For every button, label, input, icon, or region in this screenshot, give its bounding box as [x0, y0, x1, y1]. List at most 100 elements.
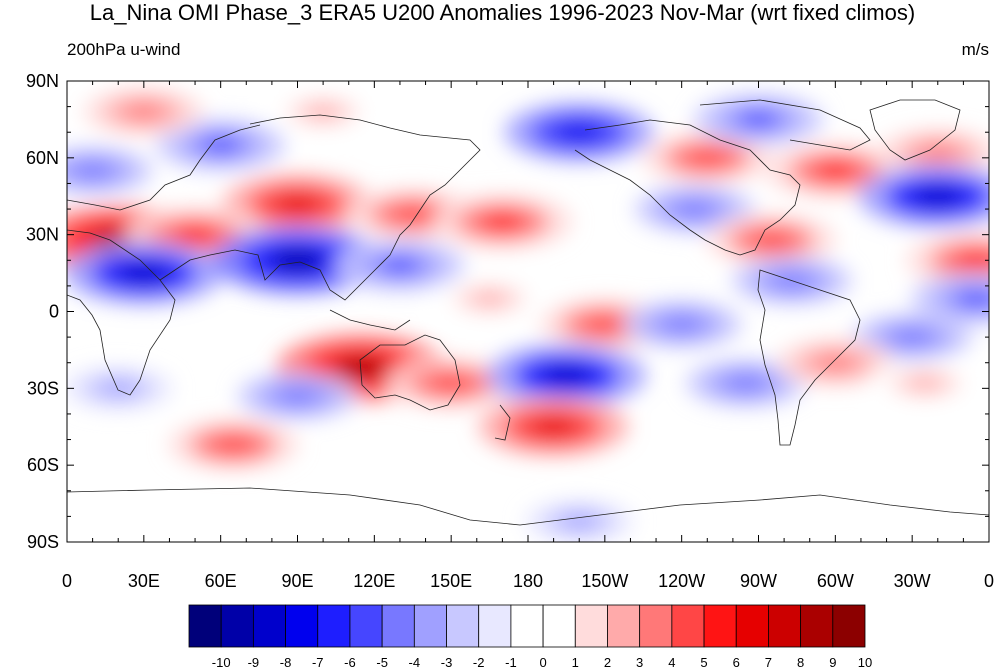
axis-ticks [66, 80, 990, 543]
anomaly-contour [917, 144, 958, 161]
colorbar-swatch [252, 604, 286, 648]
lon-tick-label: 120E [353, 571, 395, 591]
colorbar-swatch [542, 604, 576, 648]
colorbar-label: 3 [636, 655, 643, 670]
anomaly-contour [954, 290, 989, 308]
lat-tick-label: 90S [27, 532, 59, 552]
colorbar-swatch [800, 604, 834, 648]
longitude-labels: 0 30E 60E 90E 120E 150E 180 150W 120W 90W 60W 30W 0 [62, 571, 994, 591]
colorbar-swatch [510, 604, 544, 648]
colorbar-swatch [413, 604, 447, 648]
colorbar-swatch [285, 604, 319, 648]
lat-tick-label: 30S [27, 378, 59, 398]
anomaly-contour [685, 149, 729, 167]
colorbar-label: 6 [733, 655, 740, 670]
colorbar-label: 8 [797, 655, 804, 670]
lon-tick-label: 90W [740, 571, 777, 591]
lon-tick-label: 120W [658, 571, 705, 591]
colorbar-swatch [349, 604, 383, 648]
colorbar-label: 4 [668, 655, 675, 670]
anomaly-contour [212, 436, 255, 454]
lon-tick-label: 180 [513, 571, 543, 591]
anomaly-contour [953, 251, 989, 270]
colorbar-swatch [671, 604, 705, 648]
colorbar-label: -7 [312, 655, 324, 670]
anomaly-contour [906, 375, 944, 391]
anomaly-contour [749, 231, 793, 249]
lon-tick-label: 150W [581, 571, 628, 591]
anomaly-contour [583, 315, 627, 333]
anomaly-contour [100, 381, 137, 396]
colorbar-label: 2 [604, 655, 611, 670]
lon-tick-label: 60W [817, 571, 854, 591]
lon-tick-label: 150E [430, 571, 472, 591]
colorbar-swatch [735, 604, 769, 648]
units-label: m/s [961, 40, 989, 59]
anomaly-field [67, 87, 989, 542]
anomaly-contour [812, 161, 859, 180]
lat-tick-label: 60S [27, 455, 59, 475]
colorbar-swatch [574, 604, 608, 648]
colorbar-swatch [381, 604, 415, 648]
anomaly-contour [117, 262, 171, 284]
anomaly-contour [269, 249, 326, 272]
colorbar-label: 9 [829, 655, 836, 670]
lon-tick-label: 30W [894, 571, 931, 591]
colorbar-swatch [703, 604, 737, 648]
anomaly-contour [737, 110, 780, 128]
colorbar-swatch [220, 604, 254, 648]
colorbar-label: -3 [441, 655, 453, 670]
colorbar-swatch [317, 604, 351, 648]
lat-tick-label: 60N [26, 148, 59, 168]
colorbar-swatch [446, 604, 480, 648]
colorbar-label: 0 [539, 655, 546, 670]
anomaly-contour [199, 136, 243, 154]
lon-tick-label: 60E [205, 571, 237, 591]
lat-tick-label: 0 [49, 302, 59, 322]
colorbar-label: 7 [765, 655, 772, 670]
anomaly-contour [124, 103, 164, 120]
colorbar-label: -6 [344, 655, 356, 670]
map-title: La_Nina OMI Phase_3 ERA5 U200 Anomalies … [89, 0, 916, 25]
colorbar-swatch [188, 604, 222, 648]
anomaly-contour [272, 194, 323, 214]
anomaly-contour [378, 256, 422, 274]
anomaly-contour [277, 388, 318, 404]
anomaly-contour [479, 212, 526, 232]
lon-tick-label: 30E [128, 571, 160, 591]
anomaly-contour [661, 316, 702, 333]
anomaly-contour [911, 185, 965, 207]
lon-tick-label: 0 [984, 571, 994, 591]
colorbar-label: -8 [280, 655, 292, 670]
colorbar-swatch [478, 604, 512, 648]
colorbar-swatch [768, 604, 802, 648]
colorbar-swatch [832, 604, 866, 648]
anomaly-contour [429, 374, 473, 392]
colorbar-label: 1 [572, 655, 579, 670]
anomaly-contour [540, 364, 593, 387]
anomaly-contour [528, 416, 579, 437]
colorbar-label: -9 [248, 655, 260, 670]
colorbar-label: -4 [409, 655, 421, 670]
lat-tick-label: 30N [26, 225, 59, 245]
colorbar-label: -1 [505, 655, 517, 670]
anomaly-contour [561, 514, 598, 529]
anomaly-contour [333, 356, 390, 380]
anomaly-contour [815, 354, 856, 371]
colorbar-label: 5 [700, 655, 707, 670]
anomaly-contour [892, 329, 932, 346]
colorbar-swatch [607, 604, 641, 648]
anomaly-contour [725, 375, 766, 392]
lon-tick-label: 90E [281, 571, 313, 591]
coastlines [67, 99, 989, 526]
lat-tick-label: 90N [26, 71, 59, 91]
anomaly-contour [554, 122, 604, 143]
anomaly-contour [471, 291, 508, 306]
variable-label: 200hPa u-wind [67, 40, 181, 59]
latitude-labels: 90N 60N 30N 0 30S 60S 90S [26, 71, 59, 552]
lon-tick-label: 0 [62, 571, 72, 591]
anomaly-contour [674, 201, 715, 217]
colorbar: -10 -9 -8 -7 -6 -5 -4 -3 -2 -1 0 1 2 3 4 5 6 7 8 9 10 [188, 604, 872, 670]
colorbar-swatch [639, 604, 673, 648]
colorbar-label: -2 [473, 655, 485, 670]
